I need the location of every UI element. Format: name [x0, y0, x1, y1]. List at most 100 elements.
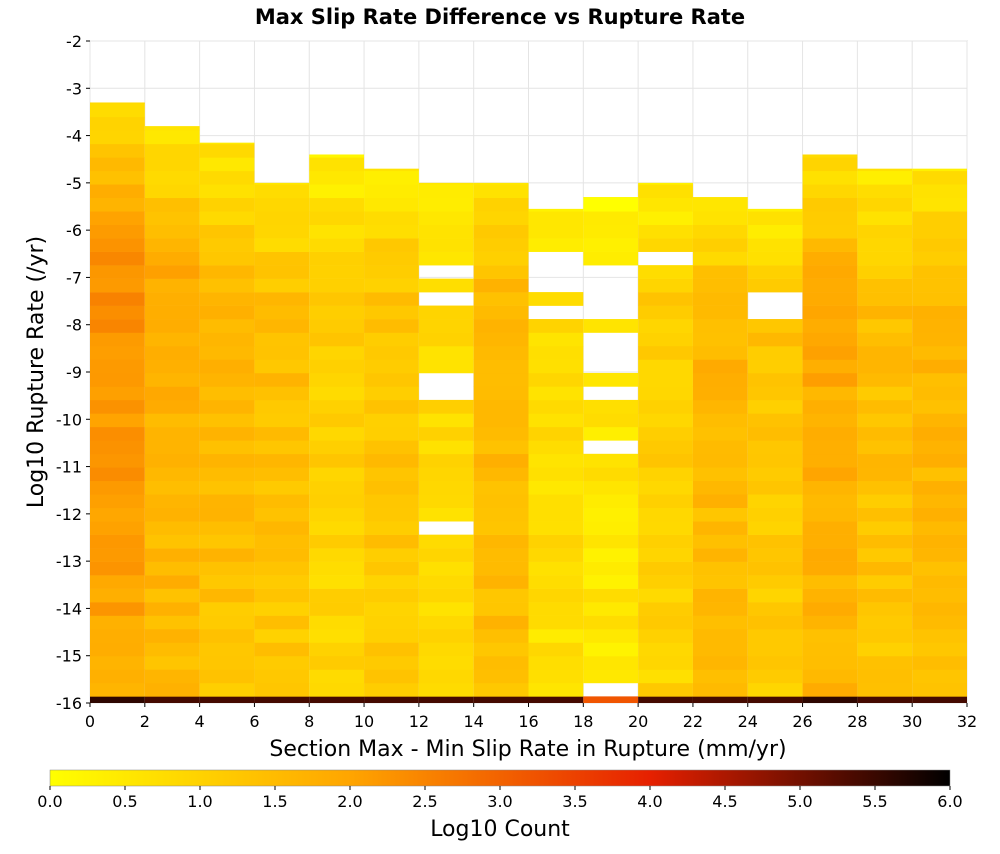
heatmap-cell — [199, 332, 255, 347]
heatmap-cell — [638, 561, 693, 576]
heatmap-cell — [638, 669, 693, 684]
heatmap-cell — [254, 184, 310, 199]
heatmap-cell — [583, 399, 639, 414]
heatmap-cell — [857, 655, 913, 670]
heatmap-cell — [692, 588, 748, 603]
heatmap-cell — [912, 359, 967, 374]
heatmap-cell — [802, 305, 858, 320]
heatmap-cell — [912, 669, 967, 684]
heatmap-cell — [144, 278, 200, 293]
heatmap-cell — [638, 278, 693, 293]
heatmap-cell — [144, 157, 200, 172]
heatmap-cell — [528, 682, 584, 697]
heatmap-cell — [199, 548, 255, 562]
heatmap-cell — [418, 602, 474, 616]
heatmap-cell — [802, 292, 858, 306]
heatmap-cell — [802, 602, 858, 616]
heatmap-cell — [638, 332, 693, 347]
heatmap-cell — [638, 642, 693, 657]
heatmap-cell — [90, 413, 145, 428]
heatmap-cell — [857, 399, 913, 414]
x-tick-label: 10 — [354, 712, 374, 731]
heatmap-cell — [364, 561, 419, 576]
heatmap-cell — [583, 615, 639, 630]
heatmap-cell — [528, 211, 584, 226]
heatmap-cell — [144, 642, 200, 657]
heatmap-cell — [747, 399, 803, 414]
heatmap-cell — [528, 208, 584, 212]
heatmap-cell — [199, 696, 255, 703]
heatmap-cell — [638, 386, 693, 401]
heatmap-cell — [692, 440, 748, 455]
heatmap-cell — [692, 345, 748, 360]
heatmap-cell — [857, 602, 913, 616]
heatmap-cell — [199, 184, 255, 199]
heatmap-cell — [364, 170, 419, 185]
heatmap-cell — [638, 507, 693, 522]
heatmap-cell — [857, 251, 913, 266]
heatmap-cell — [254, 494, 310, 509]
heatmap-cell — [90, 534, 145, 549]
heatmap-cell — [90, 399, 145, 414]
heatmap-cell — [802, 345, 858, 360]
heatmap-cell — [528, 548, 584, 562]
heatmap-cell — [90, 170, 145, 185]
heatmap-cell — [254, 399, 310, 414]
colorbar-label: Log10 Count — [430, 817, 570, 842]
heatmap-cell — [309, 184, 365, 199]
heatmap-cell — [364, 521, 419, 535]
heatmap-cell — [254, 440, 310, 455]
heatmap-cell — [638, 628, 693, 643]
heatmap-cell — [144, 184, 200, 199]
heatmap-cell — [528, 292, 584, 306]
heatmap-cell — [144, 126, 200, 131]
heatmap-cell — [747, 453, 803, 468]
heatmap-cell — [638, 575, 693, 589]
heatmap-cell — [254, 575, 310, 589]
x-tick-label: 0 — [85, 712, 95, 731]
heatmap-cell — [912, 453, 967, 468]
heatmap-cell — [638, 534, 693, 549]
heatmap-cell — [692, 305, 748, 320]
heatmap-cell — [144, 345, 200, 360]
heatmap-cell — [802, 642, 858, 657]
heatmap-cell — [473, 575, 529, 589]
heatmap-cell — [912, 440, 967, 455]
heatmap-cell — [90, 265, 145, 279]
heatmap-cell — [364, 467, 419, 482]
heatmap-cell — [638, 305, 693, 320]
heatmap-cell — [912, 602, 967, 616]
colorbar-tick-label: 6.0 — [937, 792, 962, 811]
heatmap-cell — [90, 238, 145, 252]
heatmap-cell — [418, 399, 474, 414]
heatmap-cell — [254, 507, 310, 522]
heatmap-cell — [254, 480, 310, 495]
heatmap-cell — [528, 467, 584, 482]
heatmap-cell — [473, 602, 529, 616]
y-tick-label: -7 — [66, 268, 82, 287]
heatmap-cell — [583, 197, 639, 199]
heatmap-cell — [364, 372, 419, 387]
heatmap-cell — [912, 386, 967, 401]
heatmap-cell — [802, 386, 858, 401]
heatmap-cell — [473, 413, 529, 428]
heatmap-cell — [309, 157, 365, 172]
heatmap-cell — [802, 696, 858, 703]
heatmap-cell — [364, 197, 419, 212]
heatmap-cell — [309, 386, 365, 401]
heatmap-cell — [473, 345, 529, 360]
heatmap-cell — [912, 534, 967, 549]
heatmap-cell — [144, 521, 200, 535]
heatmap-cell — [802, 534, 858, 549]
heatmap-cell — [857, 168, 913, 172]
heatmap-cell — [638, 211, 693, 226]
heatmap-cell — [912, 372, 967, 387]
heatmap-cell — [692, 682, 748, 697]
heatmap-cell — [528, 696, 584, 703]
heatmap-cell — [528, 642, 584, 657]
heatmap-cell — [528, 399, 584, 414]
heatmap-cell — [857, 184, 913, 199]
heatmap-cell — [144, 534, 200, 549]
heatmap-cell — [199, 142, 255, 145]
heatmap-cell — [144, 224, 200, 239]
